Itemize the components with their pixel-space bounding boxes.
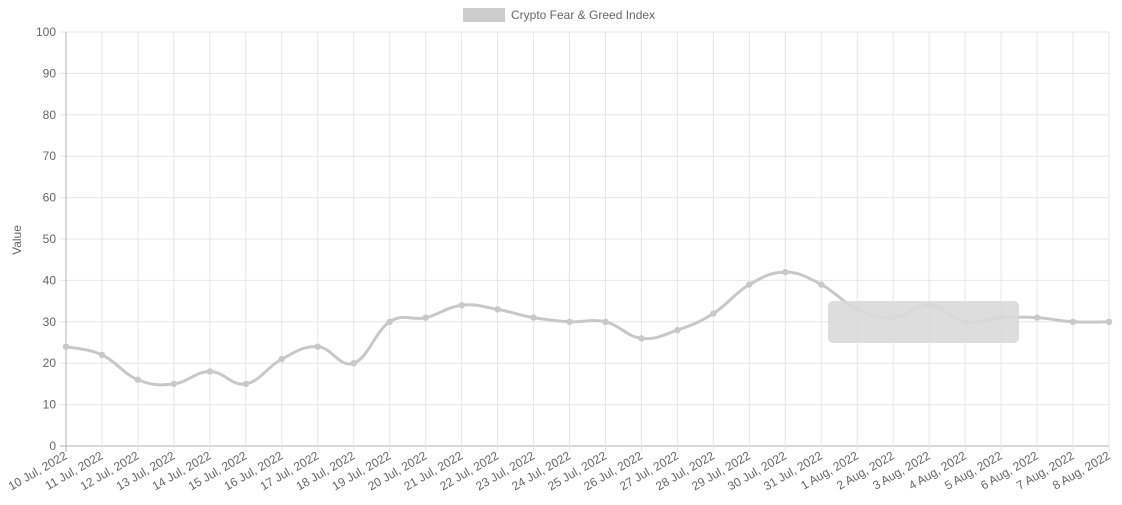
data-point[interactable] bbox=[314, 343, 321, 350]
hover-tooltip bbox=[828, 301, 1019, 343]
data-point[interactable] bbox=[566, 318, 573, 325]
y-tick-label: 70 bbox=[43, 149, 57, 163]
data-point[interactable] bbox=[170, 380, 178, 388]
data-point[interactable] bbox=[746, 281, 753, 288]
y-tick-label: 100 bbox=[36, 25, 56, 39]
data-point[interactable] bbox=[1033, 314, 1041, 321]
data-point[interactable] bbox=[710, 310, 717, 317]
legend-swatch bbox=[463, 8, 505, 22]
y-axis-title: Value bbox=[10, 225, 24, 255]
data-point[interactable] bbox=[422, 314, 429, 321]
data-point[interactable] bbox=[350, 360, 357, 367]
legend-label: Crypto Fear & Greed Index bbox=[511, 8, 655, 22]
data-point[interactable] bbox=[494, 306, 501, 313]
data-point[interactable] bbox=[386, 318, 393, 325]
data-point[interactable] bbox=[242, 380, 250, 388]
data-point[interactable] bbox=[206, 368, 214, 375]
y-tick-label: 80 bbox=[43, 108, 57, 122]
data-point[interactable] bbox=[782, 268, 789, 276]
y-tick-label: 60 bbox=[43, 191, 57, 205]
data-point[interactable] bbox=[98, 351, 106, 359]
data-point[interactable] bbox=[638, 335, 645, 342]
legend[interactable]: Crypto Fear & Greed Index bbox=[463, 8, 655, 22]
y-tick-label: 90 bbox=[43, 66, 57, 80]
y-axis-ticks: 0 10 20 30 40 50 60 70 80 90 100 bbox=[36, 25, 56, 453]
y-tick-label: 0 bbox=[49, 439, 56, 453]
data-point[interactable] bbox=[134, 376, 142, 383]
data-point[interactable] bbox=[458, 302, 465, 309]
y-tick-label: 50 bbox=[43, 232, 57, 246]
data-point[interactable] bbox=[62, 343, 70, 350]
data-point[interactable] bbox=[602, 318, 609, 325]
data-point[interactable] bbox=[1105, 318, 1113, 325]
data-point[interactable] bbox=[1069, 318, 1077, 325]
grid bbox=[60, 31, 1110, 452]
data-point[interactable] bbox=[530, 314, 537, 321]
data-point[interactable] bbox=[674, 326, 681, 334]
y-tick-label: 10 bbox=[43, 398, 57, 412]
data-point[interactable] bbox=[278, 355, 285, 363]
data-point[interactable] bbox=[818, 281, 825, 288]
y-tick-label: 30 bbox=[43, 315, 57, 329]
y-tick-label: 40 bbox=[43, 273, 57, 287]
y-tick-label: 20 bbox=[43, 356, 57, 370]
